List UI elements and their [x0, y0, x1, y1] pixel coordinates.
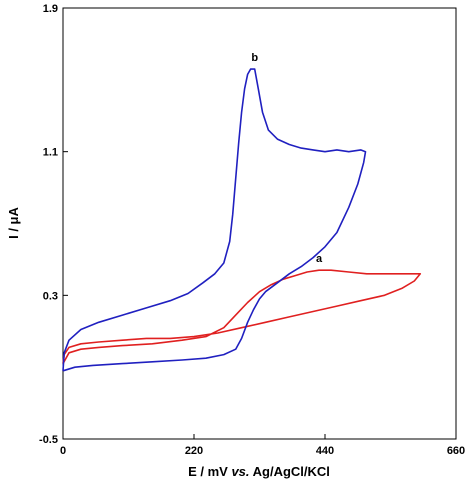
series-group: ab — [62, 52, 422, 372]
y-axis: -0.5 0.3 1.1 1.9 — [39, 3, 68, 446]
y-tick-label: 0.3 — [43, 290, 58, 302]
series-line-a — [62, 269, 422, 364]
y-axis-title: I / μA — [6, 206, 21, 238]
x-tick-label: 440 — [316, 445, 334, 457]
plot-frame — [62, 7, 457, 440]
y-tick-label: -0.5 — [39, 434, 58, 446]
series-label-a: a — [316, 253, 323, 265]
x-axis-title-italic: vs. — [231, 464, 249, 479]
x-axis-title-suffix: Ag/AgCl/KCl — [250, 464, 330, 479]
x-axis: 0 220 440 660 — [60, 434, 465, 457]
x-tick-label: 220 — [185, 445, 203, 457]
series-label-b: b — [251, 52, 258, 64]
series-line-b — [62, 68, 367, 372]
x-tick-label: 0 — [60, 445, 66, 457]
x-axis-title: E / mV vs. Ag/AgCl/KCl — [188, 464, 330, 479]
x-axis-title-prefix: E / mV — [188, 464, 231, 479]
y-tick-label: 1.1 — [43, 147, 58, 159]
x-tick-label: 660 — [447, 445, 465, 457]
y-tick-label: 1.9 — [43, 3, 58, 15]
